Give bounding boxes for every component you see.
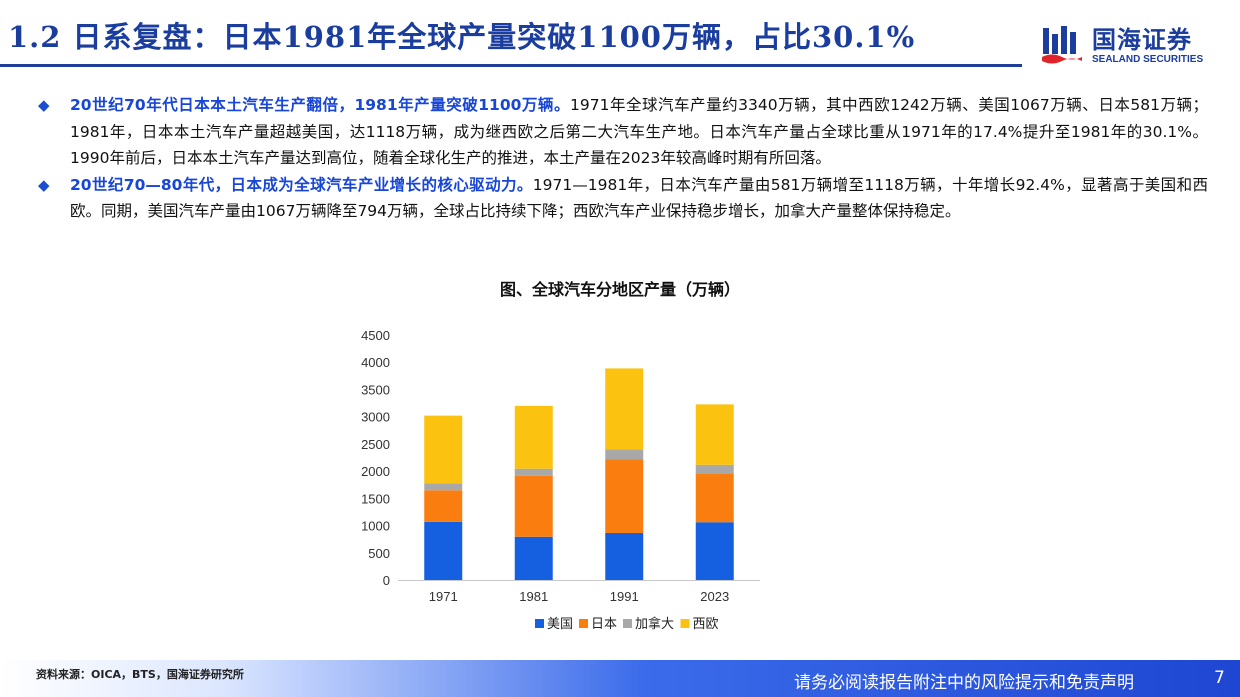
x-tick-label: 1981 [519, 589, 548, 604]
bar-segment-2023-日本 [695, 473, 734, 523]
bar-segment-1991-西欧 [605, 368, 644, 450]
diamond-bullet-icon: ◆ [38, 96, 50, 114]
y-tick-label: 4500 [361, 328, 390, 343]
y-tick-label: 0 [383, 573, 390, 588]
x-tick-label: 1971 [429, 589, 458, 604]
footer-bar: 资料来源：OICA，BTS，国海证券研究所 请务必阅读报告附注中的风险提示和免责… [0, 660, 1240, 697]
legend-label: 美国 [547, 617, 573, 632]
logo-english-name: SEALAND SECURITIES [1092, 54, 1204, 65]
y-tick-label: 2000 [361, 464, 390, 479]
stacked-bar-chart: 0 500 1000 1500 2000 2500 3000 3500 4000 4500 1971… [361, 328, 760, 632]
legend-label: 日本 [591, 617, 617, 632]
disclaimer-text: 请务必阅读报告附注中的风险提示和免责声明 [794, 673, 1134, 693]
y-tick-label: 2500 [361, 437, 390, 452]
bar-segment-1971-加拿大 [424, 483, 463, 491]
legend-swatch [680, 619, 690, 628]
company-logo: 国海证券 SEALAND SECURITIES [1036, 18, 1232, 70]
sealand-logo-icon [1042, 26, 1082, 64]
bar-segment-1981-日本 [514, 475, 553, 537]
bullet-item: ◆ 20世纪70年代日本本土汽车生产翻倍，1981年产量突破1100万辆。197… [38, 92, 1208, 172]
bar-segment-2023-加拿大 [695, 464, 734, 474]
bar-segment-2023-美国 [695, 522, 734, 580]
bar-segment-1991-日本 [605, 459, 644, 533]
bullet-list: ◆ 20世纪70年代日本本土汽车生产翻倍，1981年产量突破1100万辆。197… [38, 92, 1208, 225]
bar-segment-1991-加拿大 [605, 449, 644, 460]
bullet-item: ◆ 20世纪70—80年代，日本成为全球汽车产业增长的核心驱动力。1971—19… [38, 172, 1208, 225]
logo-chinese-name: 国海证券 [1092, 26, 1192, 54]
x-tick-label: 2023 [700, 589, 729, 604]
bullet-lead: 20世纪70年代日本本土汽车生产翻倍，1981年产量突破1100万辆。 [70, 96, 570, 114]
page-number: 7 [1214, 668, 1225, 688]
bar-segment-1971-美国 [424, 521, 463, 580]
bar-segment-1981-加拿大 [514, 468, 553, 476]
bar-segment-1971-西欧 [424, 415, 463, 484]
y-tick-label: 3000 [361, 410, 390, 425]
legend-label: 加拿大 [635, 616, 674, 632]
bar-segment-1981-美国 [514, 536, 553, 580]
title-divider [0, 64, 1022, 67]
y-tick-label: 1500 [361, 491, 390, 506]
diamond-bullet-icon: ◆ [38, 175, 50, 194]
bullet-lead: 20世纪70—80年代，日本成为全球汽车产业增长的核心驱动力。 [70, 175, 533, 194]
legend-swatch [535, 619, 544, 628]
y-tick-label: 1000 [361, 519, 390, 534]
legend-label: 西欧 [693, 617, 719, 632]
bullet-body: 1971—1981年，日本汽车产量由581万辆增至1118万辆，十年增长92.4… [70, 175, 1208, 221]
bar-segment-1991-美国 [605, 532, 644, 580]
x-tick-label: 1991 [610, 589, 639, 604]
chart-title: 图、全球汽车分地区产量（万辆） [499, 280, 740, 299]
legend-swatch [623, 619, 632, 628]
bar-segment-1971-日本 [424, 490, 463, 522]
y-tick-label: 4000 [361, 355, 390, 370]
y-tick-label: 500 [368, 546, 390, 561]
bar-segment-1981-西欧 [514, 405, 553, 469]
bullet-body: 1971年全球汽车产量约3340万辆，其中西欧1242万辆、美国1067万辆、日… [70, 96, 1209, 167]
bar-segment-2023-西欧 [695, 404, 734, 465]
y-tick-label: 3500 [361, 382, 390, 397]
source-note: 资料来源：OICA，BTS，国海证券研究所 [36, 668, 244, 681]
page-title: 1.2 日系复盘：日本1981年全球产量突破1100万辆，占比30.1% [8, 20, 916, 54]
legend-swatch [579, 619, 588, 628]
